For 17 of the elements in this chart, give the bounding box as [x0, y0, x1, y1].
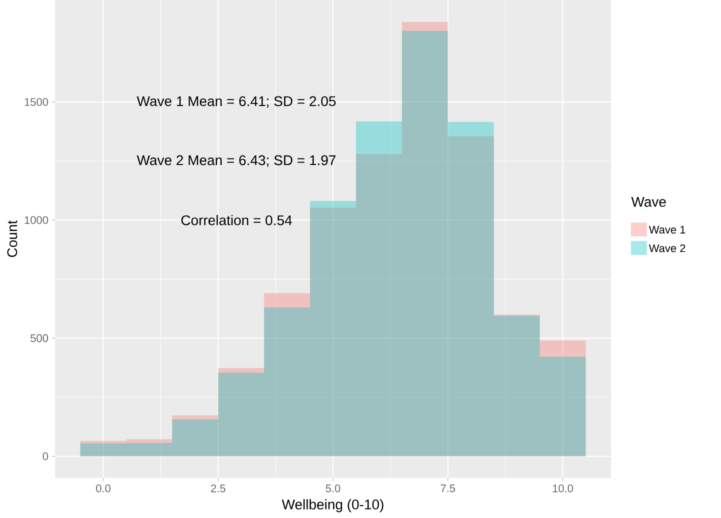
x-tick-label: 0.0	[96, 484, 110, 492]
y-tick-label: 0	[42, 452, 48, 460]
annotation: Wave 2 Mean = 6.43; SD = 1.97	[136, 155, 336, 167]
y-tick-label: 500	[30, 334, 48, 342]
y-tick-label: 1000	[24, 216, 48, 224]
annotation: Wave 1 Mean = 6.41; SD = 2.05	[136, 96, 336, 108]
legend-label: Wave 1	[648, 226, 686, 234]
legend-title: Wave	[631, 197, 666, 207]
annotation: Correlation = 0.54	[181, 214, 292, 226]
x-tick-label: 5.0	[326, 484, 340, 492]
y-axis-title: Count	[7, 220, 18, 257]
x-tick-label: 7.5	[440, 484, 456, 492]
x-tick-label: 2.5	[211, 484, 226, 492]
y-tick-label: 1500	[24, 98, 48, 106]
x-axis-title: Wellbeing (0-10)	[282, 499, 384, 512]
legend-label: Wave 2	[648, 244, 686, 252]
x-tick-label: 10.0	[552, 484, 574, 492]
